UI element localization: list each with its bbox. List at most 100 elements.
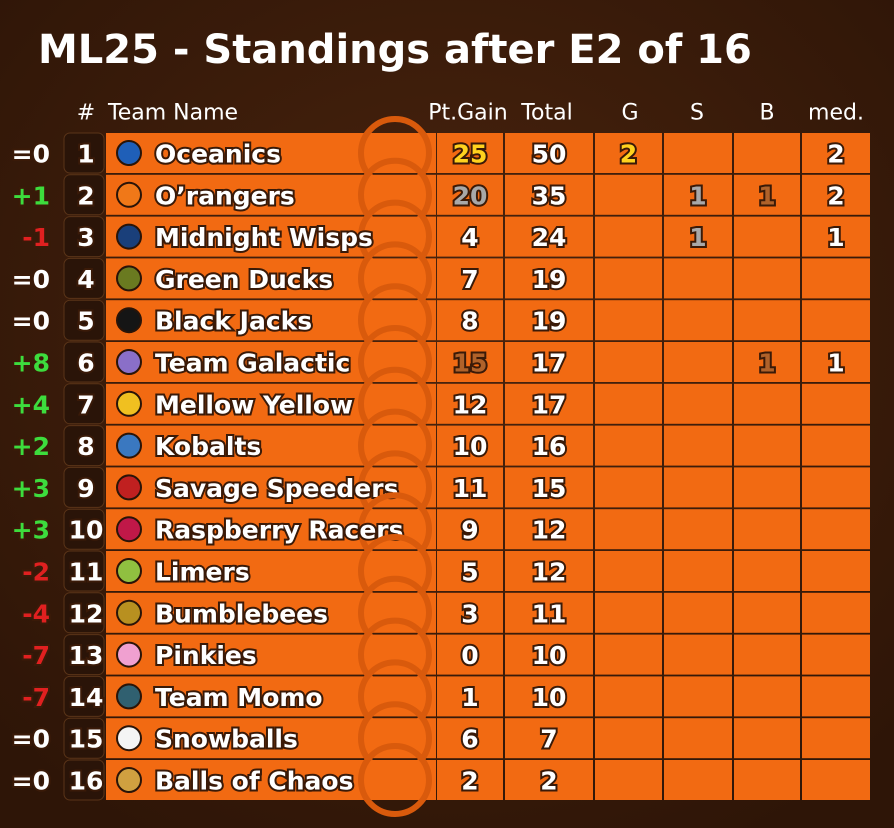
rank: 11 <box>69 558 104 587</box>
team-icon <box>116 223 142 250</box>
pt-gain: 0 <box>461 641 478 670</box>
rank-change: +3 <box>12 516 50 545</box>
cell-bg <box>505 383 593 424</box>
cell-bg <box>734 718 800 759</box>
cell-bg <box>437 174 503 215</box>
rank-change: -1 <box>22 223 50 252</box>
silver: 1 <box>689 181 706 210</box>
pt-gain: 3 <box>461 599 478 628</box>
cell-bg <box>595 383 662 424</box>
rank-cell <box>63 508 105 550</box>
cell-bg <box>802 718 870 759</box>
rank: 15 <box>69 725 104 754</box>
header-team: Team Name <box>107 101 238 126</box>
rank-cell <box>63 759 105 801</box>
team-name: Snowballs <box>155 725 298 754</box>
cell-bg <box>664 425 732 466</box>
total: 7 <box>540 725 557 754</box>
cell-bg <box>505 551 593 591</box>
rank-change: +1 <box>12 181 50 210</box>
cell-bg <box>595 133 662 173</box>
rank: 3 <box>77 223 94 252</box>
rank-cell <box>63 592 105 634</box>
cell-bg <box>595 634 662 675</box>
header-silver: S <box>690 101 704 126</box>
team-name: Team Momo <box>155 683 323 712</box>
team-name: Kobalts <box>155 432 261 461</box>
cell-bg <box>595 676 662 717</box>
cell-bg <box>664 342 732 382</box>
cell-bg <box>437 342 503 382</box>
cell-bg <box>664 718 732 759</box>
rank-change: =0 <box>12 140 50 169</box>
team-icon <box>116 474 142 501</box>
rank: 1 <box>77 140 94 169</box>
cell-bg <box>595 551 662 591</box>
total: 17 <box>532 390 567 419</box>
total: 2 <box>540 767 557 796</box>
cell-bg <box>505 634 593 675</box>
team-icon <box>116 307 142 334</box>
cell-bg <box>505 133 593 173</box>
cell-bg <box>437 300 503 341</box>
cell-bg <box>734 760 800 800</box>
rank: 12 <box>69 599 104 628</box>
cell-bg <box>664 509 732 550</box>
cell-bg <box>437 133 503 173</box>
title: ML25 - Standings after E2 of 16 <box>38 27 752 73</box>
rank-change: =0 <box>12 265 50 294</box>
total: 10 <box>532 683 567 712</box>
cell-bg <box>802 383 870 424</box>
rank: 7 <box>77 390 94 419</box>
cell-bg <box>734 342 800 382</box>
rank-cell <box>63 383 105 425</box>
team-icon <box>116 432 142 459</box>
rank-change: +4 <box>12 390 50 419</box>
medals: 2 <box>827 140 844 169</box>
cell-bg <box>595 592 662 633</box>
cell-bg <box>595 258 662 299</box>
rank-change: +2 <box>12 432 50 461</box>
team-name: O’rangers <box>155 181 295 210</box>
cell-bg <box>734 174 800 215</box>
cell-bg <box>505 174 593 215</box>
team-name: Bumblebees <box>155 599 328 628</box>
cell-bg <box>734 425 800 466</box>
pt-gain: 9 <box>461 516 478 545</box>
total: 19 <box>532 307 567 336</box>
pt-gain: 5 <box>461 558 478 587</box>
cell-bg <box>734 592 800 633</box>
cell-bg <box>595 216 662 257</box>
cell-bg <box>505 718 593 759</box>
rank: 5 <box>77 307 94 336</box>
cell-bg <box>437 718 503 759</box>
total: 50 <box>532 140 567 169</box>
cell-bg <box>595 174 662 215</box>
rank: 9 <box>77 474 94 503</box>
cell-bg <box>664 592 732 633</box>
medals: 1 <box>827 223 844 252</box>
header-pt-gain: Pt.Gain <box>428 101 507 126</box>
cell-bg <box>437 425 503 466</box>
cell-bg <box>734 467 800 508</box>
cell-bg <box>802 509 870 550</box>
total: 11 <box>532 599 567 628</box>
cell-bg <box>664 551 732 591</box>
header-bronze: B <box>759 101 774 126</box>
cell-bg <box>505 216 593 257</box>
cell-bg <box>437 760 503 800</box>
cell-bg <box>802 467 870 508</box>
rank: 2 <box>77 181 94 210</box>
total: 10 <box>532 641 567 670</box>
pt-gain: 2 <box>461 767 478 796</box>
cell-bg <box>664 133 732 173</box>
cell-bg <box>505 342 593 382</box>
team-cell <box>106 760 436 800</box>
total: 35 <box>532 181 567 210</box>
cell-bg <box>595 467 662 508</box>
cell-bg <box>802 760 870 800</box>
cell-bg <box>437 216 503 257</box>
cell-bg <box>802 634 870 675</box>
team-icon <box>116 140 142 166</box>
